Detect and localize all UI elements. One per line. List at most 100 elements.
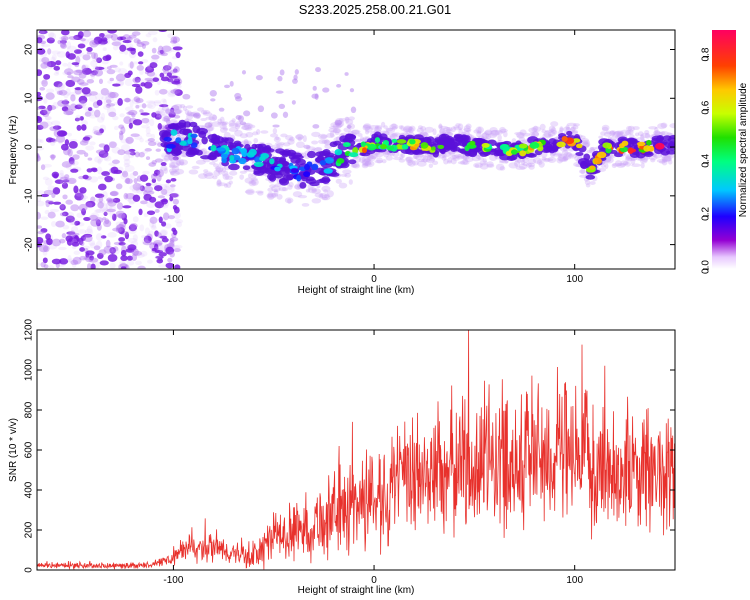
ridge-speckle: [463, 135, 471, 143]
noise-speckle: [112, 83, 121, 87]
noise-speckle: [163, 65, 170, 69]
noise-speckle: [72, 154, 80, 160]
halo-speckle: [255, 190, 264, 194]
noise-speckle: [151, 247, 157, 252]
halo-speckle: [485, 133, 492, 140]
halo-speckle: [520, 159, 526, 166]
noise-speckle: [107, 91, 116, 99]
halo-speckle: [522, 139, 529, 144]
noise-speckle: [120, 126, 126, 135]
noise-speckle: [87, 157, 93, 161]
noise-speckle: [69, 104, 75, 109]
halo-speckle: [425, 157, 436, 164]
halo-speckle: [306, 145, 311, 150]
halo-speckle: [165, 108, 171, 115]
noise-speckle: [105, 99, 112, 104]
noise-speckle: [159, 49, 164, 54]
halo-speckle: [217, 121, 227, 126]
halo-speckle: [231, 118, 236, 123]
noise-speckle: [165, 118, 171, 125]
noise-speckle: [158, 171, 164, 176]
y-tick-label: 20: [24, 44, 35, 56]
noise-speckle: [37, 142, 41, 147]
noise-speckle: [74, 220, 81, 226]
halo-speckle: [611, 130, 616, 137]
noise-speckle: [109, 190, 119, 197]
noise-speckle: [73, 69, 83, 76]
halo-speckle: [438, 123, 443, 130]
noise-speckle: [123, 50, 129, 55]
noise-speckle: [129, 184, 139, 191]
noise-speckle: [42, 250, 48, 256]
ridge-core-cell: [290, 168, 299, 173]
noise-speckle: [96, 99, 103, 106]
halo-speckle: [170, 158, 178, 164]
halo-speckle: [585, 183, 591, 188]
halo-speckle: [490, 129, 501, 136]
noise-speckle: [65, 108, 74, 116]
halo-speckle: [287, 138, 295, 145]
y-tick-label: 0: [24, 567, 35, 573]
halo-speckle: [648, 126, 658, 130]
y-tick-label: -20: [24, 237, 35, 252]
halo-speckle: [323, 189, 328, 193]
halo-speckle: [389, 133, 398, 141]
noise-speckle: [41, 44, 51, 48]
noise-speckle: [100, 235, 107, 239]
halo-speckle: [222, 173, 230, 180]
halo-speckle: [405, 157, 412, 162]
noise-speckle: [40, 193, 49, 198]
noise-speckle: [65, 88, 71, 96]
halo-speckle: [528, 164, 535, 170]
colorbar-tick-label: 0.4: [701, 153, 712, 167]
halo-speckle: [662, 156, 668, 163]
noise-speckle: [131, 31, 141, 36]
halo-speckle: [653, 130, 662, 136]
noise-speckle: [135, 97, 144, 104]
ridge-core-cell: [229, 154, 235, 161]
ridge-core-cell: [163, 136, 172, 142]
noise-speckle: [100, 37, 108, 42]
noise-speckle: [112, 213, 117, 221]
halo-speckle: [604, 156, 614, 164]
noise-speckle: [67, 148, 73, 157]
ridge-core-cell: [437, 144, 445, 149]
noise-speckle: [73, 49, 82, 54]
noise-speckle: [63, 99, 69, 107]
noise-speckle: [42, 257, 48, 264]
ridge-core-cell: [572, 138, 581, 143]
noise-speckle: [61, 100, 70, 105]
x-tick-label: -100: [163, 274, 183, 285]
noise-speckle: [40, 216, 49, 220]
snr-series-line: [37, 330, 675, 570]
noise-speckle: [154, 230, 159, 237]
halo-speckle: [358, 156, 366, 163]
noise-speckle: [37, 200, 45, 207]
ridge-core-cell: [231, 147, 240, 155]
halo-speckle: [212, 175, 218, 180]
noise-speckle: [61, 233, 67, 239]
noise-speckle: [168, 215, 175, 220]
noise-speckle: [64, 174, 70, 180]
halo-speckle: [532, 157, 542, 164]
halo-speckle: [522, 132, 531, 137]
halo-speckle: [403, 126, 413, 131]
halo-speckle: [503, 130, 508, 138]
halo-speckle: [514, 160, 521, 168]
halo-speckle: [474, 164, 480, 168]
outlier-speckle: [204, 122, 213, 128]
noise-speckle: [128, 152, 135, 159]
noise-speckle: [65, 215, 75, 223]
noise-speckle: [125, 137, 133, 145]
noise-speckle: [165, 179, 172, 184]
noise-speckle: [105, 239, 111, 248]
noise-speckle: [128, 122, 133, 129]
y-tick-label: 800: [24, 401, 35, 418]
noise-speckle: [37, 225, 43, 229]
noise-speckle: [58, 258, 69, 265]
noise-speckle: [94, 209, 104, 214]
noise-speckle: [119, 44, 127, 52]
colorbar-gradient: [712, 30, 736, 269]
noise-speckle: [121, 261, 126, 268]
noise-speckle: [128, 200, 135, 205]
